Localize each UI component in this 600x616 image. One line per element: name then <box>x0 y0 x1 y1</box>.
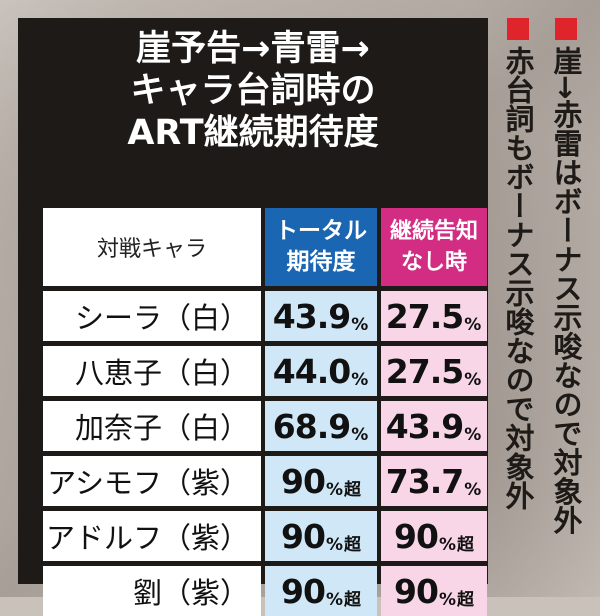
total-suffix: 超 <box>343 480 361 500</box>
note-red-dialogue: 赤台詞もボーナス示唆なので対象外 <box>498 18 538 584</box>
total-unit: % <box>351 315 369 335</box>
header-cont-line-1: 継続告知 <box>389 219 478 244</box>
cont-suffix: 超 <box>456 535 474 555</box>
total-value: 68.9 <box>272 407 351 446</box>
total-unit: % <box>325 480 343 500</box>
character-name: 加奈子（白） <box>43 401 261 451</box>
no-continue-notice-cell: 27.5% <box>381 291 487 341</box>
total-unit: % <box>351 425 369 445</box>
total-suffix: 超 <box>343 535 361 555</box>
cont-value: 43.9 <box>385 407 464 446</box>
cont-value: 90 <box>394 572 439 611</box>
total-unit: % <box>325 535 343 555</box>
cont-value: 73.7 <box>385 462 464 501</box>
cont-unit: % <box>464 425 482 445</box>
character-name: 八恵子（白） <box>43 346 261 396</box>
note-text-1: 崖→赤雷はボーナス示唆なので対象外 <box>549 46 583 535</box>
total-unit: % <box>325 590 343 610</box>
table-row: 劉（紫） 90% 超 90% 超 <box>43 566 487 616</box>
character-name: 劉（紫） <box>43 566 261 616</box>
no-continue-notice-cell: 90% 超 <box>381 566 487 616</box>
total-value: 90 <box>281 572 326 611</box>
character-name: アドルフ（紫） <box>43 511 261 561</box>
no-continue-notice-cell: 73.7% <box>381 456 487 506</box>
cont-unit: % <box>464 370 482 390</box>
title-line-2: キャラ台詞時の <box>130 71 376 111</box>
header-total-expectation: トータル 期待度 <box>265 208 377 286</box>
total-expectation-cell: 90% 超 <box>265 511 377 561</box>
cont-unit: % <box>464 480 482 500</box>
cont-unit: % <box>438 590 456 610</box>
cont-unit: % <box>464 315 482 335</box>
character-name: アシモフ（紫） <box>43 456 261 506</box>
cont-value: 27.5 <box>385 297 464 336</box>
total-expectation-cell: 90% 超 <box>265 456 377 506</box>
header-no-continue-notice: 継続告知 なし時 <box>381 208 487 286</box>
table-row: 八恵子（白） 44.0% 27.5% <box>43 346 487 396</box>
total-value: 90 <box>281 462 326 501</box>
header-total-line-1: トータル <box>275 218 367 244</box>
total-expectation-cell: 68.9% <box>265 401 377 451</box>
expectation-card: 崖予告→青雷→ キャラ台詞時の ART継続期待度 対戦キャラ トータル 期待度 … <box>18 18 488 616</box>
total-unit: % <box>351 370 369 390</box>
expectation-table: 対戦キャラ トータル 期待度 継続告知 なし時 シーラ（白） 43.9% 27.5%… <box>43 208 487 616</box>
cont-suffix: 超 <box>456 590 474 610</box>
character-name: シーラ（白） <box>43 291 261 341</box>
title-line-1: 崖予告→青雷→ <box>136 29 370 69</box>
table-row: 加奈子（白） 68.9% 43.9% <box>43 401 487 451</box>
total-value: 44.0 <box>272 352 351 391</box>
red-square-icon <box>507 18 529 40</box>
total-expectation-cell: 44.0% <box>265 346 377 396</box>
cont-value: 90 <box>394 517 439 556</box>
table-header-row: 対戦キャラ トータル 期待度 継続告知 なし時 <box>43 208 487 286</box>
cont-value: 27.5 <box>385 352 464 391</box>
table-row: アシモフ（紫） 90% 超 73.7% <box>43 456 487 506</box>
table-row: アドルフ（紫） 90% 超 90% 超 <box>43 511 487 561</box>
header-character: 対戦キャラ <box>43 208 261 286</box>
no-continue-notice-cell: 27.5% <box>381 346 487 396</box>
table-body: シーラ（白） 43.9% 27.5% 八恵子（白） 44.0% 27.5% 加奈子（白） 68… <box>43 291 487 616</box>
total-suffix: 超 <box>343 590 361 610</box>
table-row: シーラ（白） 43.9% 27.5% <box>43 291 487 341</box>
red-square-icon <box>555 18 577 40</box>
title-line-3: ART継続期待度 <box>127 113 379 153</box>
total-expectation-cell: 43.9% <box>265 291 377 341</box>
total-value: 90 <box>281 517 326 556</box>
no-continue-notice-cell: 43.9% <box>381 401 487 451</box>
total-value: 43.9 <box>272 297 351 336</box>
note-text-2: 赤台詞もボーナス示唆なので対象外 <box>501 46 535 510</box>
cont-unit: % <box>438 535 456 555</box>
header-total-line-2: 期待度 <box>286 249 356 275</box>
card-title: 崖予告→青雷→ キャラ台詞時の ART継続期待度 <box>18 28 488 154</box>
total-expectation-cell: 90% 超 <box>265 566 377 616</box>
no-continue-notice-cell: 90% 超 <box>381 511 487 561</box>
header-cont-line-2: なし時 <box>400 250 467 275</box>
note-red-thunder: 崖→赤雷はボーナス示唆なので対象外 <box>546 18 586 584</box>
